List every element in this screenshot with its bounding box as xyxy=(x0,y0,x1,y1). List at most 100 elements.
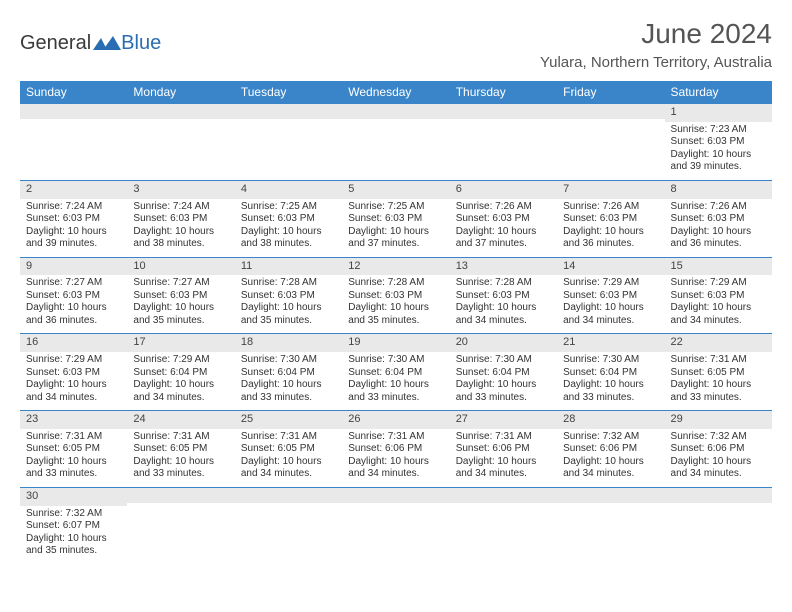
day1-text: Daylight: 10 hours xyxy=(348,302,443,315)
day-number: 11 xyxy=(235,257,342,276)
day-number: 29 xyxy=(665,410,772,429)
day2-text: and 34 minutes. xyxy=(348,468,443,481)
day1-text: Daylight: 10 hours xyxy=(26,379,121,392)
sunrise-text: Sunrise: 7:30 AM xyxy=(456,354,551,367)
sunrise-text: Sunrise: 7:31 AM xyxy=(671,354,766,367)
day-number xyxy=(127,487,234,503)
day2-text: and 34 minutes. xyxy=(671,468,766,481)
day-number: 10 xyxy=(127,257,234,276)
sunset-text: Sunset: 6:04 PM xyxy=(133,367,228,380)
sunrise-text: Sunrise: 7:26 AM xyxy=(563,201,658,214)
sunset-text: Sunset: 6:05 PM xyxy=(26,443,121,456)
day1-text: Daylight: 10 hours xyxy=(133,226,228,239)
day-number: 15 xyxy=(665,257,772,276)
day1-text: Daylight: 10 hours xyxy=(563,302,658,315)
brand-logo: General Blue xyxy=(20,18,161,55)
day1-text: Daylight: 10 hours xyxy=(671,226,766,239)
day1-text: Daylight: 10 hours xyxy=(26,456,121,469)
day2-text: and 35 minutes. xyxy=(26,545,121,558)
sunrise-text: Sunrise: 7:31 AM xyxy=(456,431,551,444)
day2-text: and 33 minutes. xyxy=(26,468,121,481)
day-header: Sunday xyxy=(20,81,127,103)
brand-name-2: Blue xyxy=(121,32,161,55)
day1-text: Daylight: 10 hours xyxy=(133,379,228,392)
day-header: Friday xyxy=(557,81,664,103)
sunset-text: Sunset: 6:06 PM xyxy=(348,443,443,456)
month-title: June 2024 xyxy=(540,18,772,50)
day2-text: and 34 minutes. xyxy=(671,315,766,328)
day-number: 8 xyxy=(665,180,772,199)
day-cell: Sunrise: 7:31 AMSunset: 6:05 PMDaylight:… xyxy=(665,352,772,410)
day-cell: Sunrise: 7:29 AMSunset: 6:04 PMDaylight:… xyxy=(127,352,234,410)
sunrise-text: Sunrise: 7:30 AM xyxy=(241,354,336,367)
day-number xyxy=(557,487,664,503)
day1-text: Daylight: 10 hours xyxy=(241,302,336,315)
day1-text: Daylight: 10 hours xyxy=(133,456,228,469)
day1-text: Daylight: 10 hours xyxy=(671,302,766,315)
day-number xyxy=(342,103,449,119)
sunset-text: Sunset: 6:03 PM xyxy=(26,367,121,380)
day-cell: Sunrise: 7:31 AMSunset: 6:06 PMDaylight:… xyxy=(342,429,449,487)
day-number: 25 xyxy=(235,410,342,429)
day-number: 26 xyxy=(342,410,449,429)
sunrise-text: Sunrise: 7:32 AM xyxy=(26,508,121,521)
day-cell: Sunrise: 7:24 AMSunset: 6:03 PMDaylight:… xyxy=(127,199,234,257)
day-cell: Sunrise: 7:29 AMSunset: 6:03 PMDaylight:… xyxy=(665,275,772,333)
calendar-table: SundayMondayTuesdayWednesdayThursdayFrid… xyxy=(20,81,772,564)
day-cell: Sunrise: 7:30 AMSunset: 6:04 PMDaylight:… xyxy=(235,352,342,410)
sunrise-text: Sunrise: 7:30 AM xyxy=(563,354,658,367)
sunset-text: Sunset: 6:03 PM xyxy=(133,213,228,226)
day-cell: Sunrise: 7:27 AMSunset: 6:03 PMDaylight:… xyxy=(127,275,234,333)
day-cell: Sunrise: 7:26 AMSunset: 6:03 PMDaylight:… xyxy=(665,199,772,257)
header: General Blue June 2024 Yulara, Northern … xyxy=(20,18,772,71)
day-number: 18 xyxy=(235,333,342,352)
sunset-text: Sunset: 6:05 PM xyxy=(133,443,228,456)
day2-text: and 38 minutes. xyxy=(241,238,336,251)
day1-text: Daylight: 10 hours xyxy=(456,456,551,469)
sunset-text: Sunset: 6:04 PM xyxy=(241,367,336,380)
sunset-text: Sunset: 6:03 PM xyxy=(348,213,443,226)
day1-text: Daylight: 10 hours xyxy=(26,533,121,546)
day-cell: Sunrise: 7:29 AMSunset: 6:03 PMDaylight:… xyxy=(557,275,664,333)
day2-text: and 36 minutes. xyxy=(671,238,766,251)
sunset-text: Sunset: 6:03 PM xyxy=(671,213,766,226)
sunset-text: Sunset: 6:03 PM xyxy=(241,213,336,226)
day-cell: Sunrise: 7:24 AMSunset: 6:03 PMDaylight:… xyxy=(20,199,127,257)
day-cell: Sunrise: 7:29 AMSunset: 6:03 PMDaylight:… xyxy=(20,352,127,410)
sunset-text: Sunset: 6:03 PM xyxy=(456,213,551,226)
day1-text: Daylight: 10 hours xyxy=(26,226,121,239)
day1-text: Daylight: 10 hours xyxy=(241,379,336,392)
day2-text: and 36 minutes. xyxy=(26,315,121,328)
day-number: 9 xyxy=(20,257,127,276)
day-number: 7 xyxy=(557,180,664,199)
day-cell: Sunrise: 7:32 AMSunset: 6:06 PMDaylight:… xyxy=(665,429,772,487)
day2-text: and 38 minutes. xyxy=(133,238,228,251)
day2-text: and 35 minutes. xyxy=(348,315,443,328)
sunset-text: Sunset: 6:03 PM xyxy=(671,136,766,149)
day-header: Saturday xyxy=(665,81,772,103)
sunrise-text: Sunrise: 7:29 AM xyxy=(671,277,766,290)
day-cell: Sunrise: 7:25 AMSunset: 6:03 PMDaylight:… xyxy=(235,199,342,257)
day1-text: Daylight: 10 hours xyxy=(26,302,121,315)
day-cell: Sunrise: 7:28 AMSunset: 6:03 PMDaylight:… xyxy=(235,275,342,333)
day2-text: and 35 minutes. xyxy=(241,315,336,328)
day1-text: Daylight: 10 hours xyxy=(241,226,336,239)
day-number: 1 xyxy=(665,103,772,122)
day-number: 20 xyxy=(450,333,557,352)
day-header: Tuesday xyxy=(235,81,342,103)
sunset-text: Sunset: 6:03 PM xyxy=(133,290,228,303)
sunrise-text: Sunrise: 7:28 AM xyxy=(241,277,336,290)
sunset-text: Sunset: 6:03 PM xyxy=(671,290,766,303)
sunset-text: Sunset: 6:03 PM xyxy=(241,290,336,303)
sunrise-text: Sunrise: 7:25 AM xyxy=(348,201,443,214)
sunset-text: Sunset: 6:06 PM xyxy=(671,443,766,456)
sunrise-text: Sunrise: 7:32 AM xyxy=(563,431,658,444)
brand-flag-icon xyxy=(93,36,121,52)
day2-text: and 34 minutes. xyxy=(456,315,551,328)
day1-text: Daylight: 10 hours xyxy=(671,149,766,162)
sunrise-text: Sunrise: 7:29 AM xyxy=(563,277,658,290)
sunset-text: Sunset: 6:05 PM xyxy=(671,367,766,380)
day2-text: and 33 minutes. xyxy=(671,392,766,405)
day2-text: and 37 minutes. xyxy=(348,238,443,251)
day2-text: and 34 minutes. xyxy=(563,315,658,328)
